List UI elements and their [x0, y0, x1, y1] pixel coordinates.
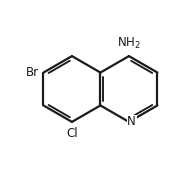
Text: N: N [127, 115, 136, 128]
Text: Br: Br [25, 66, 39, 79]
Text: Cl: Cl [66, 127, 78, 140]
Text: NH$_2$: NH$_2$ [117, 35, 141, 51]
